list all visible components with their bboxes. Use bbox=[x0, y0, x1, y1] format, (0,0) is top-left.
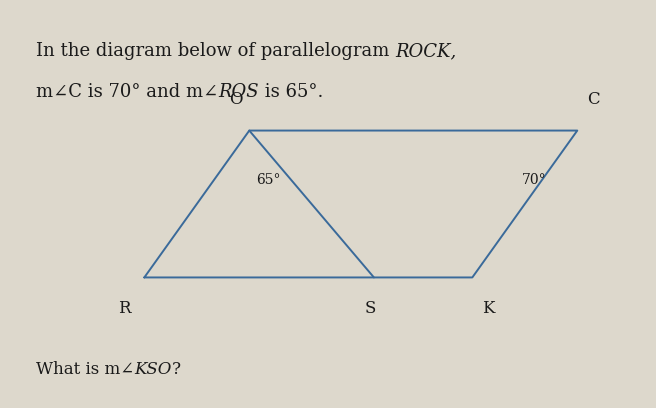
Text: K: K bbox=[482, 300, 495, 317]
Text: S: S bbox=[365, 300, 377, 317]
Text: ?: ? bbox=[172, 361, 180, 378]
Text: is 65°.: is 65°. bbox=[259, 83, 323, 101]
Text: 65°: 65° bbox=[256, 173, 280, 186]
Text: m∠C is 70° and m∠: m∠C is 70° and m∠ bbox=[36, 83, 218, 101]
Text: In the diagram below of parallelogram: In the diagram below of parallelogram bbox=[36, 42, 395, 60]
Text: KSO: KSO bbox=[134, 361, 172, 378]
Text: C: C bbox=[587, 91, 600, 108]
Text: What is m∠: What is m∠ bbox=[36, 361, 134, 378]
Text: 70°: 70° bbox=[522, 173, 546, 186]
Text: O: O bbox=[230, 91, 243, 108]
Text: ROS: ROS bbox=[218, 83, 259, 101]
Text: R: R bbox=[118, 300, 131, 317]
Text: ROCK,: ROCK, bbox=[395, 42, 457, 60]
